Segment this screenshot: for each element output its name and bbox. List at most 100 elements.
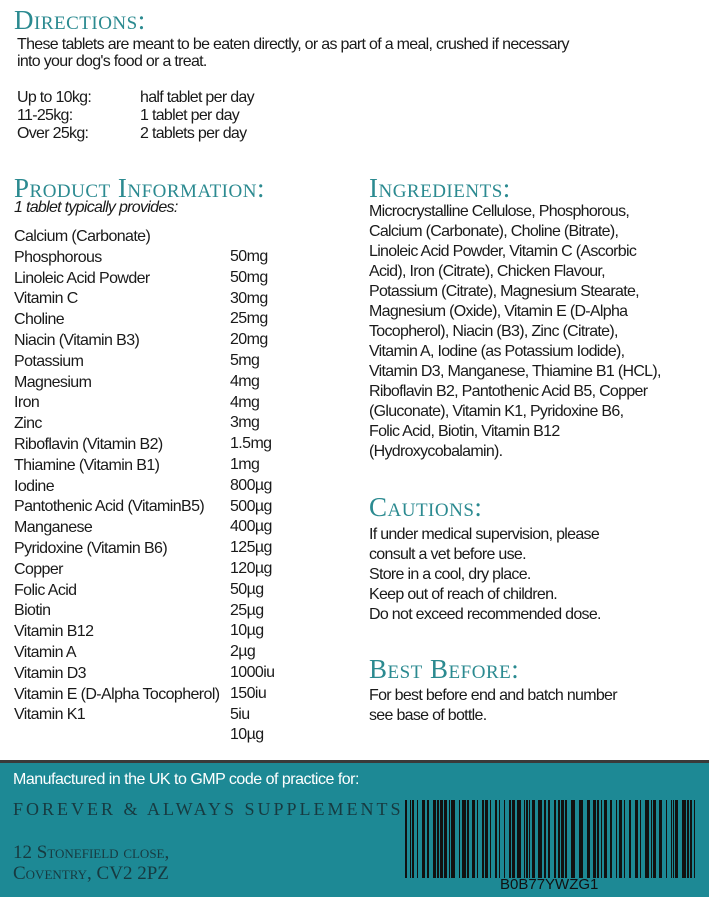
dosage-amount: half tablet per day (140, 89, 255, 106)
nutrient-value: 5mg (230, 352, 260, 369)
table-row: Vitamin C 25mg (14, 289, 268, 327)
nutrient-value: 1000iu (230, 664, 275, 681)
nutrient-value: 400µg (230, 518, 272, 536)
barcode-bar (495, 800, 497, 878)
nutrient-value: 3mg (230, 414, 260, 432)
barcode-bar (635, 800, 638, 878)
barcode-bar (517, 800, 521, 878)
caution-line: If under medical supervision, please (369, 526, 600, 543)
dosage-amount: 2 tablets per day (140, 125, 247, 142)
barcode-bar (422, 800, 425, 878)
nutrient-value: 2µg (230, 643, 256, 661)
nutrient-value: 150iu (230, 684, 267, 702)
caution-line: Keep out of reach of children. (369, 586, 558, 603)
barcode-bar (504, 800, 505, 878)
ingredients-line: Potassium (Citrate), Magnesium Stearate, (369, 283, 640, 300)
table-row: Folic Acid 25µg (14, 581, 264, 619)
nutrient-value: 25mg (230, 310, 268, 328)
barcode-bar (499, 800, 500, 878)
barcode-bar (472, 800, 475, 878)
barcode-bar (629, 800, 631, 878)
nutrient-name: Riboflavin (Vitamin B2) (14, 436, 163, 453)
ingredients-line: Vitamin A, Iodine (as Potassium Iodide), (369, 343, 625, 360)
nutrient-value: 10µg (230, 726, 264, 744)
dosage-amount: 1 tablet per day (140, 107, 240, 124)
barcode-bar (687, 800, 689, 878)
barcode-bar (671, 800, 672, 878)
table-row: Niacin (Vitamin B3) 5mg (14, 331, 260, 369)
nutrient-name: Vitamin E (D-Alpha Tocopherol) (14, 685, 220, 703)
table-row: Choline 20mg (14, 310, 268, 348)
table-row: Vitamin D3 150iu (14, 664, 267, 702)
nutrient-name: Manganese (14, 519, 93, 537)
barcode-bar (526, 800, 528, 878)
barcode-bar (624, 800, 625, 878)
ingredients-line: (Hydroxycobalamin). (369, 443, 503, 460)
barcode-bar (653, 800, 656, 878)
barcode-text: B0B77YWZG1 (500, 876, 599, 893)
nutrient-value: 5iu (230, 705, 250, 723)
nutrient-name: Iodine (14, 477, 55, 495)
nutrient-value: 125µg (230, 539, 272, 557)
barcode-bar (412, 800, 414, 878)
nutrient-name: Linoleic Acid Powder (14, 269, 150, 287)
barcode-bar (565, 800, 567, 878)
dosage-weight: Over 25kg: (17, 125, 89, 142)
nutrient-value: 50mg (230, 268, 268, 286)
barcode-bar (538, 800, 542, 878)
dosage-weight: Up to 10kg: (17, 89, 92, 106)
address-line-2: Coventry, CV2 2PZ (13, 863, 169, 884)
ingredients-line: Magnesium (Oxide), Vitamin E (D-Alpha (369, 303, 628, 320)
barcode-bar (597, 800, 599, 878)
barcode-bar (593, 800, 596, 878)
table-row: Potassium 4mg (14, 352, 260, 390)
nutrient-name: Vitamin C (14, 290, 78, 308)
barcode-bar (477, 800, 478, 878)
cautions-heading: Cautions: (369, 492, 483, 522)
address-line-1: 12 Stonefield close, (13, 842, 170, 863)
table-row: Vitamin A 1000iu (14, 643, 275, 681)
barcode-bar (601, 800, 602, 878)
nutrient-value: 10µg (230, 622, 264, 640)
nutrient-value: 50µg (230, 580, 264, 598)
barcode-bar (405, 800, 407, 878)
barcode-bar (571, 800, 575, 878)
barcode-bar (410, 800, 411, 878)
table-row: Vitamin B12 2µg (14, 622, 256, 660)
directions-heading: Directions: (14, 5, 146, 35)
barcode-bar (467, 800, 469, 878)
barcode-bar (437, 800, 439, 878)
table-row: Pantothenic Acid (VitaminB5) 400µg (14, 497, 272, 535)
caution-line: Do not exceed recommended dose. (369, 606, 601, 623)
barcode-bar (529, 800, 530, 878)
directions-text-2: into your dog's food or a treat. (17, 53, 207, 70)
barcode-bar (524, 800, 525, 878)
dosage-weight: 11-25kg: (17, 107, 73, 124)
barcode-bar (490, 800, 491, 878)
directions-text-1: These tablets are meant to be eaten dire… (17, 36, 569, 53)
nutrient-name: Vitamin B12 (14, 623, 94, 641)
caution-line: Store in a cool, dry place. (369, 566, 531, 583)
barcode-bar (690, 800, 692, 878)
nutrient-name: Niacin (Vitamin B3) (14, 332, 140, 349)
nutrient-value: 4mg (230, 393, 260, 411)
nutrient-name: Phosphorous (14, 248, 102, 266)
barcode-bar (673, 800, 674, 878)
nutrient-name: Vitamin K1 (14, 706, 86, 724)
ingredients-line: Vitamin D3, Manganese, Thiamine B1 (HCL)… (369, 363, 661, 380)
barcode-bar (651, 800, 652, 878)
nutrient-name: Pyridoxine (Vitamin B6) (14, 540, 168, 557)
table-row: Linoleic Acid Powder 30mg (14, 269, 268, 307)
table-row: Riboflavin (Vitamin B2) 1mg (14, 435, 260, 473)
table-row: Magnesium 4mg (14, 373, 260, 411)
barcode-bar (675, 800, 678, 878)
nutrient-value: 50mg (230, 248, 268, 265)
barcode-bar (645, 800, 649, 878)
ingredients-line: Acid), Iron (Citrate), Chicken Flavour, (369, 263, 606, 280)
ingredients-line: Riboflavin B2, Pantothenic Acid B5, Copp… (369, 383, 648, 400)
barcode-bar (462, 800, 466, 878)
nutrient-name: Vitamin D3 (14, 664, 87, 682)
table-row: Biotin 10µg (14, 601, 264, 639)
brand-name: FOREVER & ALWAYS SUPPLEMENTS (13, 799, 404, 819)
manufactured-text: Manufactured in the UK to GMP code of pr… (13, 771, 359, 788)
